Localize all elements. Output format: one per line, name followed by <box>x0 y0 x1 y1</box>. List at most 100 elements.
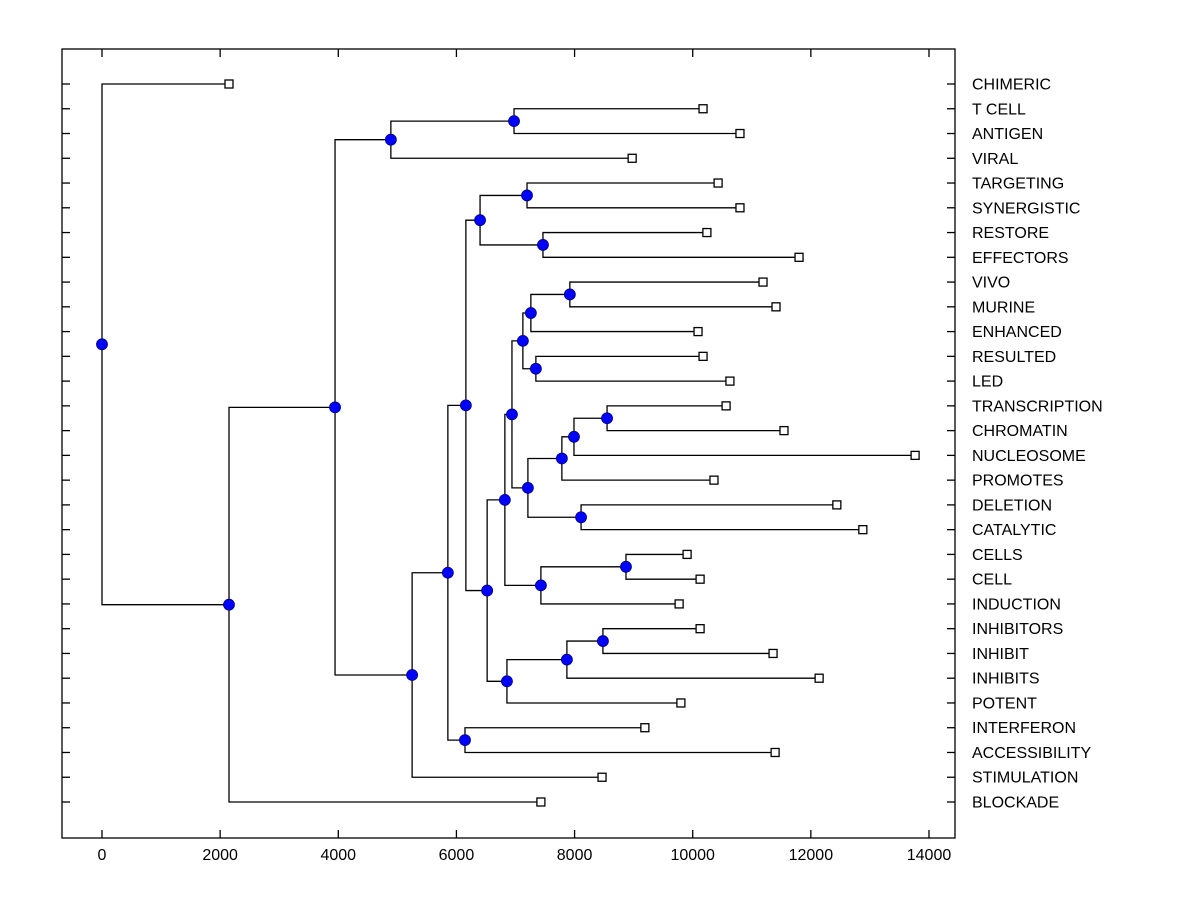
leaf-label: POTENT <box>972 695 1037 712</box>
leaf-label: CHROMATIN <box>972 423 1068 440</box>
cluster-node <box>329 401 341 414</box>
leaf-marker <box>597 772 607 782</box>
branch <box>486 590 507 682</box>
x-tick-label: 14000 <box>907 847 952 864</box>
leaf-label: INHIBITS <box>972 671 1040 688</box>
branch <box>228 406 336 605</box>
leaf-label: ENHANCED <box>972 324 1062 341</box>
leaf-label: TARGETING <box>972 176 1064 193</box>
branch <box>530 293 570 314</box>
branch <box>527 487 582 518</box>
leaf-label: RESULTED <box>972 349 1056 366</box>
leaf-marker <box>674 599 684 609</box>
branch <box>390 120 515 140</box>
branch <box>526 182 719 196</box>
leaf-marker <box>721 401 731 411</box>
x-tick-label: 8000 <box>557 847 593 864</box>
leaf-marker <box>640 723 650 733</box>
branch <box>464 727 645 741</box>
leaf-label: INHIBITORS <box>972 621 1063 638</box>
cluster-node <box>474 214 486 227</box>
cluster-node <box>537 239 549 251</box>
branch <box>464 740 776 754</box>
cluster-node <box>522 481 534 494</box>
leaf-label: CELLS <box>972 547 1023 564</box>
leaf-label: CELL <box>972 572 1012 589</box>
leaf-marker <box>709 475 719 485</box>
leaf-label: MURINE <box>972 299 1035 316</box>
cluster-node <box>384 133 397 146</box>
branch <box>566 640 603 660</box>
cluster-node <box>508 115 520 128</box>
leaf-label: VIRAL <box>972 151 1018 168</box>
branch <box>511 340 523 415</box>
leaf-marker <box>832 500 842 510</box>
cluster-node <box>535 579 547 592</box>
cluster-node <box>406 669 419 681</box>
branch <box>542 244 800 258</box>
cluster-node <box>575 511 587 524</box>
leaf-label: INDUCTION <box>972 596 1061 613</box>
branch <box>506 681 681 704</box>
branch <box>479 194 528 221</box>
branch <box>573 417 608 437</box>
cluster-node <box>568 430 580 443</box>
leaf-marker <box>794 252 804 262</box>
leaf-marker <box>693 326 703 337</box>
cluster-node <box>223 598 235 611</box>
leaf-marker <box>698 351 708 361</box>
cluster-node <box>501 675 513 688</box>
leaf-label: T CELL <box>972 101 1026 118</box>
leaf-marker <box>224 79 234 89</box>
x-tick-label: 4000 <box>320 847 356 864</box>
branch <box>527 457 562 488</box>
branch <box>530 313 699 333</box>
branch <box>511 414 528 489</box>
cluster-node <box>555 452 568 465</box>
leaf-marker <box>814 673 824 683</box>
branch <box>540 585 680 605</box>
branch <box>101 83 230 345</box>
branch <box>504 499 541 587</box>
x-tick-label: 2000 <box>202 847 238 864</box>
leaf-marker <box>768 648 778 659</box>
y-axis-ticks <box>62 83 955 803</box>
branch <box>569 281 764 295</box>
branch <box>540 566 626 586</box>
branch <box>602 641 774 655</box>
leaf-label: EFFECTORS <box>972 250 1069 267</box>
cluster-node <box>521 189 533 202</box>
leaf-label: TRANSCRIPTION <box>972 398 1103 415</box>
leaf-label: PROMOTES <box>972 473 1064 490</box>
leaf-marker <box>858 525 868 535</box>
leaf-label: STIMULATION <box>972 770 1078 787</box>
cluster-node <box>597 635 609 647</box>
leaf-labels: CHIMERIC T CELL ANTIGEN VIRAL TARGETING SYNER… <box>972 77 1103 812</box>
leaf-marker <box>735 128 745 139</box>
x-tick-label: 0 <box>98 847 107 864</box>
leaf-markers <box>224 79 920 807</box>
leaf-label: DELETION <box>972 497 1052 514</box>
branch <box>566 659 820 679</box>
leaf-marker <box>725 376 735 386</box>
branch <box>569 294 777 308</box>
leaf-marker <box>702 227 712 238</box>
branch <box>513 121 740 135</box>
branch <box>513 108 704 122</box>
cluster-node <box>498 493 511 506</box>
branch <box>334 407 413 676</box>
branch <box>411 572 448 675</box>
cluster-node <box>560 653 573 666</box>
cluster-node <box>601 412 613 425</box>
leaf-label: NUCLEOSOME <box>972 448 1086 465</box>
branch <box>606 418 784 432</box>
plot-frame <box>61 48 956 839</box>
cluster-node <box>459 399 472 412</box>
leaf-marker <box>695 624 705 634</box>
branch <box>465 405 488 592</box>
cluster-node <box>481 584 494 597</box>
leaf-label: INTERFERON <box>972 720 1076 737</box>
cluster-node <box>524 307 537 319</box>
branch <box>580 504 837 518</box>
branch <box>542 231 707 245</box>
